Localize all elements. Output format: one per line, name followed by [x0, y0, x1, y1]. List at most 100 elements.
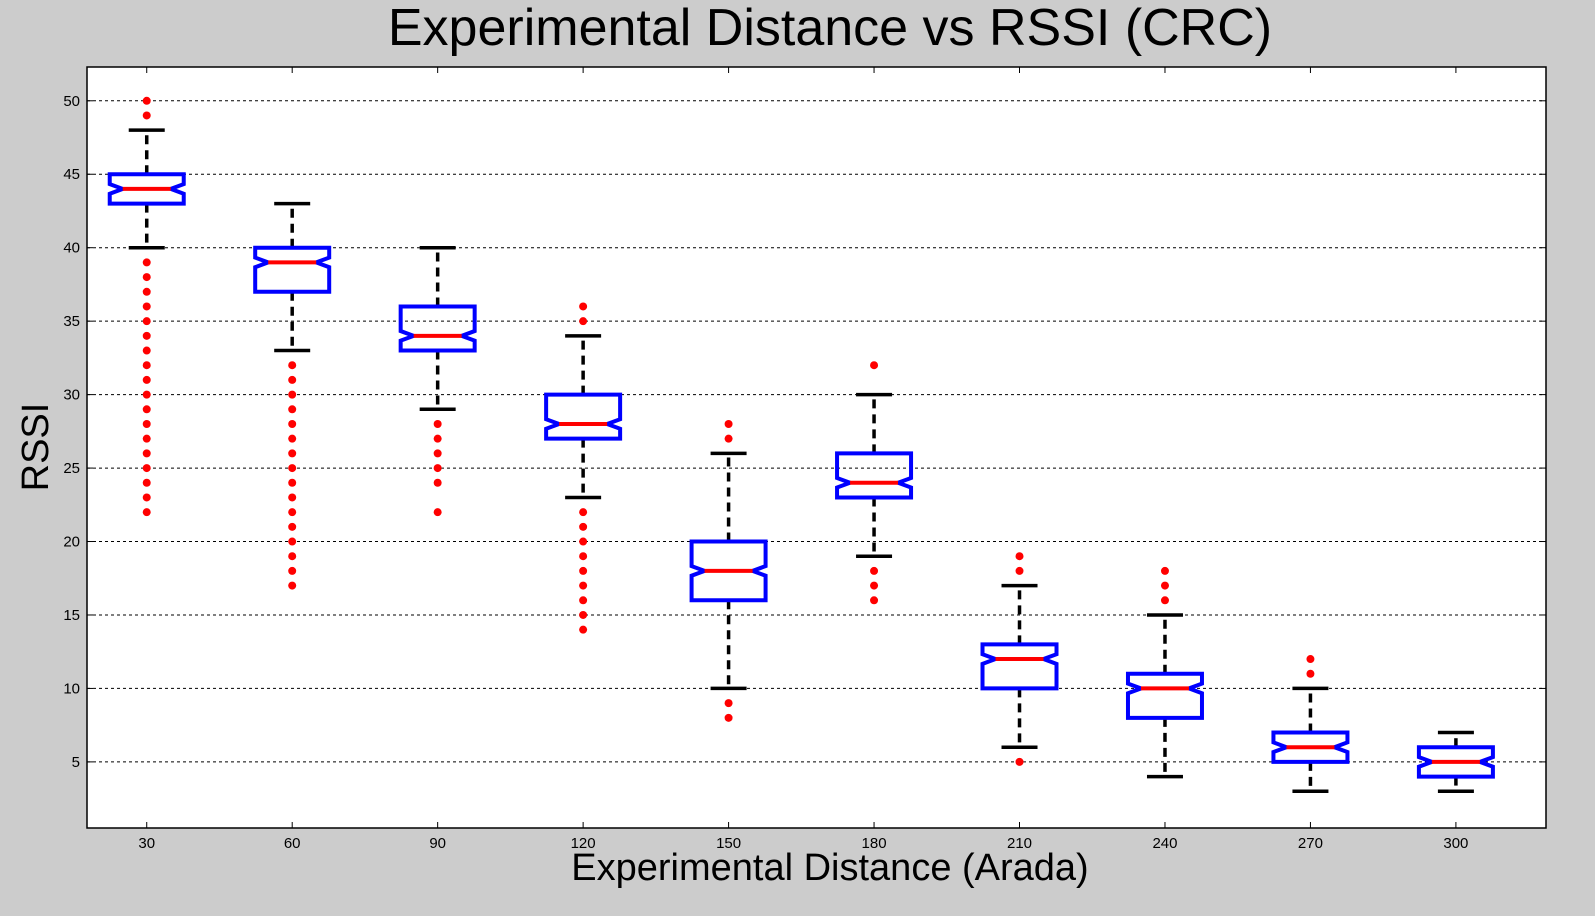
outlier-point [142, 419, 151, 428]
outlier-point [142, 258, 151, 267]
y-tick-label: 15 [63, 607, 80, 624]
outlier-point [1015, 757, 1024, 766]
outlier-point [1160, 581, 1169, 590]
y-tick-label: 5 [72, 754, 80, 771]
outlier-point [142, 331, 151, 340]
outlier-point [288, 375, 297, 384]
outlier-point [288, 552, 297, 561]
outlier-point [1015, 552, 1024, 561]
box-group-60 [253, 201, 332, 590]
box-group-180 [835, 361, 914, 605]
outlier-point [288, 434, 297, 443]
plot-area [86, 66, 1547, 829]
outlier-point [433, 464, 442, 473]
outlier-point [870, 566, 879, 575]
outlier-point [288, 405, 297, 414]
x-tick-label: 120 [571, 835, 596, 852]
outlier-point [142, 273, 151, 282]
x-tick-label: 270 [1298, 835, 1323, 852]
x-axis: 30 60 90 120 150 180 210 240 270 300 [138, 67, 1468, 852]
outlier-point [288, 361, 297, 370]
x-tick-label: 60 [284, 835, 301, 852]
y-tick-label: 50 [63, 93, 80, 110]
outlier-point [288, 464, 297, 473]
outlier-point [579, 508, 588, 517]
outlier-point [142, 478, 151, 487]
outlier-point [288, 478, 297, 487]
y-tick-label: 45 [63, 166, 80, 183]
boxes-layer [107, 96, 1495, 794]
outlier-point [288, 581, 297, 590]
iqr-box [253, 245, 332, 294]
iqr-box [398, 304, 477, 353]
outlier-point [724, 713, 733, 722]
outlier-point [579, 552, 588, 561]
outlier-point [579, 581, 588, 590]
outlier-point [579, 537, 588, 546]
outlier-point [142, 493, 151, 502]
outlier-point [142, 375, 151, 384]
outlier-point [142, 464, 151, 473]
outlier-point [433, 434, 442, 443]
outlier-point [433, 478, 442, 487]
iqr-box [1271, 730, 1350, 764]
outlier-point [142, 287, 151, 296]
outlier-point [870, 361, 879, 370]
iqr-box [1416, 745, 1495, 779]
iqr-box [689, 539, 768, 603]
outlier-point [870, 596, 879, 605]
outlier-point [142, 96, 151, 105]
outlier-point [288, 537, 297, 546]
x-tick-label: 150 [716, 835, 741, 852]
box-group-120 [544, 302, 623, 634]
iqr-box [980, 642, 1059, 691]
outlier-point [724, 699, 733, 708]
iqr-box [1125, 671, 1204, 720]
outlier-point [433, 508, 442, 517]
y-tick-label: 30 [63, 387, 80, 404]
outlier-point [288, 522, 297, 531]
outlier-point [142, 317, 151, 326]
box-group-90 [398, 245, 477, 517]
iqr-box [107, 172, 186, 206]
y-tick-label: 10 [63, 680, 80, 697]
x-tick-label: 210 [1007, 835, 1032, 852]
outlier-point [142, 405, 151, 414]
outlier-point [288, 508, 297, 517]
iqr-box [835, 451, 914, 500]
chart-title: Experimental Distance vs RSSI (CRC) [388, 0, 1272, 57]
outlier-point [579, 317, 588, 326]
y-tick-label: 20 [63, 534, 80, 551]
outlier-point [288, 449, 297, 458]
outlier-point [288, 390, 297, 399]
outlier-point [142, 111, 151, 120]
outlier-point [1160, 596, 1169, 605]
box-group-300 [1416, 730, 1495, 794]
outlier-point [142, 508, 151, 517]
outlier-point [870, 581, 879, 590]
outlier-point [288, 419, 297, 428]
x-axis-label: Experimental Distance (Arada) [571, 847, 1088, 889]
y-axis: 5 10 15 20 25 30 35 40 45 50 [63, 93, 1546, 771]
y-tick-label: 25 [63, 460, 80, 477]
x-tick-label: 90 [429, 835, 446, 852]
outlier-point [579, 302, 588, 311]
outlier-point [724, 434, 733, 443]
outlier-point [1306, 655, 1315, 664]
iqr-box [544, 392, 623, 441]
y-axis-label: RSSI [15, 403, 57, 492]
outlier-point [142, 390, 151, 399]
outlier-point [579, 566, 588, 575]
outlier-point [142, 434, 151, 443]
outlier-point [433, 419, 442, 428]
outlier-point [433, 449, 442, 458]
x-tick-label: 240 [1152, 835, 1177, 852]
outlier-point [724, 419, 733, 428]
outlier-point [288, 493, 297, 502]
box-group-30 [107, 96, 186, 517]
box-group-270 [1271, 655, 1350, 794]
outlier-point [142, 449, 151, 458]
y-tick-label: 40 [63, 240, 80, 257]
outlier-point [579, 522, 588, 531]
